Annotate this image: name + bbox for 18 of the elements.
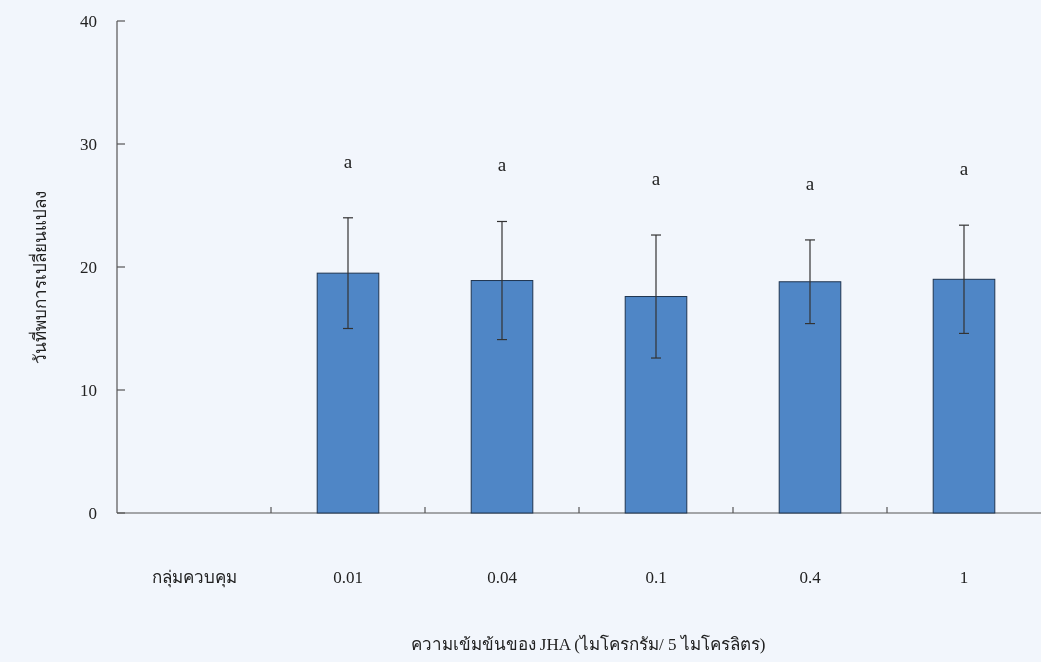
x-tick-label: 1 <box>959 568 969 587</box>
y-tick-label: 20 <box>80 258 97 277</box>
annotation: a <box>959 158 969 180</box>
annotation: a <box>805 172 815 194</box>
annotation: a <box>651 168 661 190</box>
annotation: a <box>343 150 353 172</box>
y-tick-label: 10 <box>80 381 97 400</box>
x-tick-label: 0.04 <box>487 568 518 587</box>
y-tick-label: 30 <box>80 135 97 154</box>
y-axis-title: วันที่พบการเปลี่ยนแปลง <box>28 190 50 364</box>
y-tick-label: 40 <box>80 12 97 31</box>
y-tick-label: 0 <box>88 504 97 523</box>
x-tick-label: 0.4 <box>799 568 822 587</box>
x-axis-title: ความเข้มข้นของ JHA (ไมโครกรัม/ 5 ไมโครลิตร) <box>410 634 766 654</box>
x-tick-label: 0.1 <box>645 568 667 587</box>
x-tick-label: 0.01 <box>333 568 363 587</box>
annotation: a <box>497 154 507 176</box>
x-tick-label: กลุ่มควบคุม <box>151 568 237 588</box>
